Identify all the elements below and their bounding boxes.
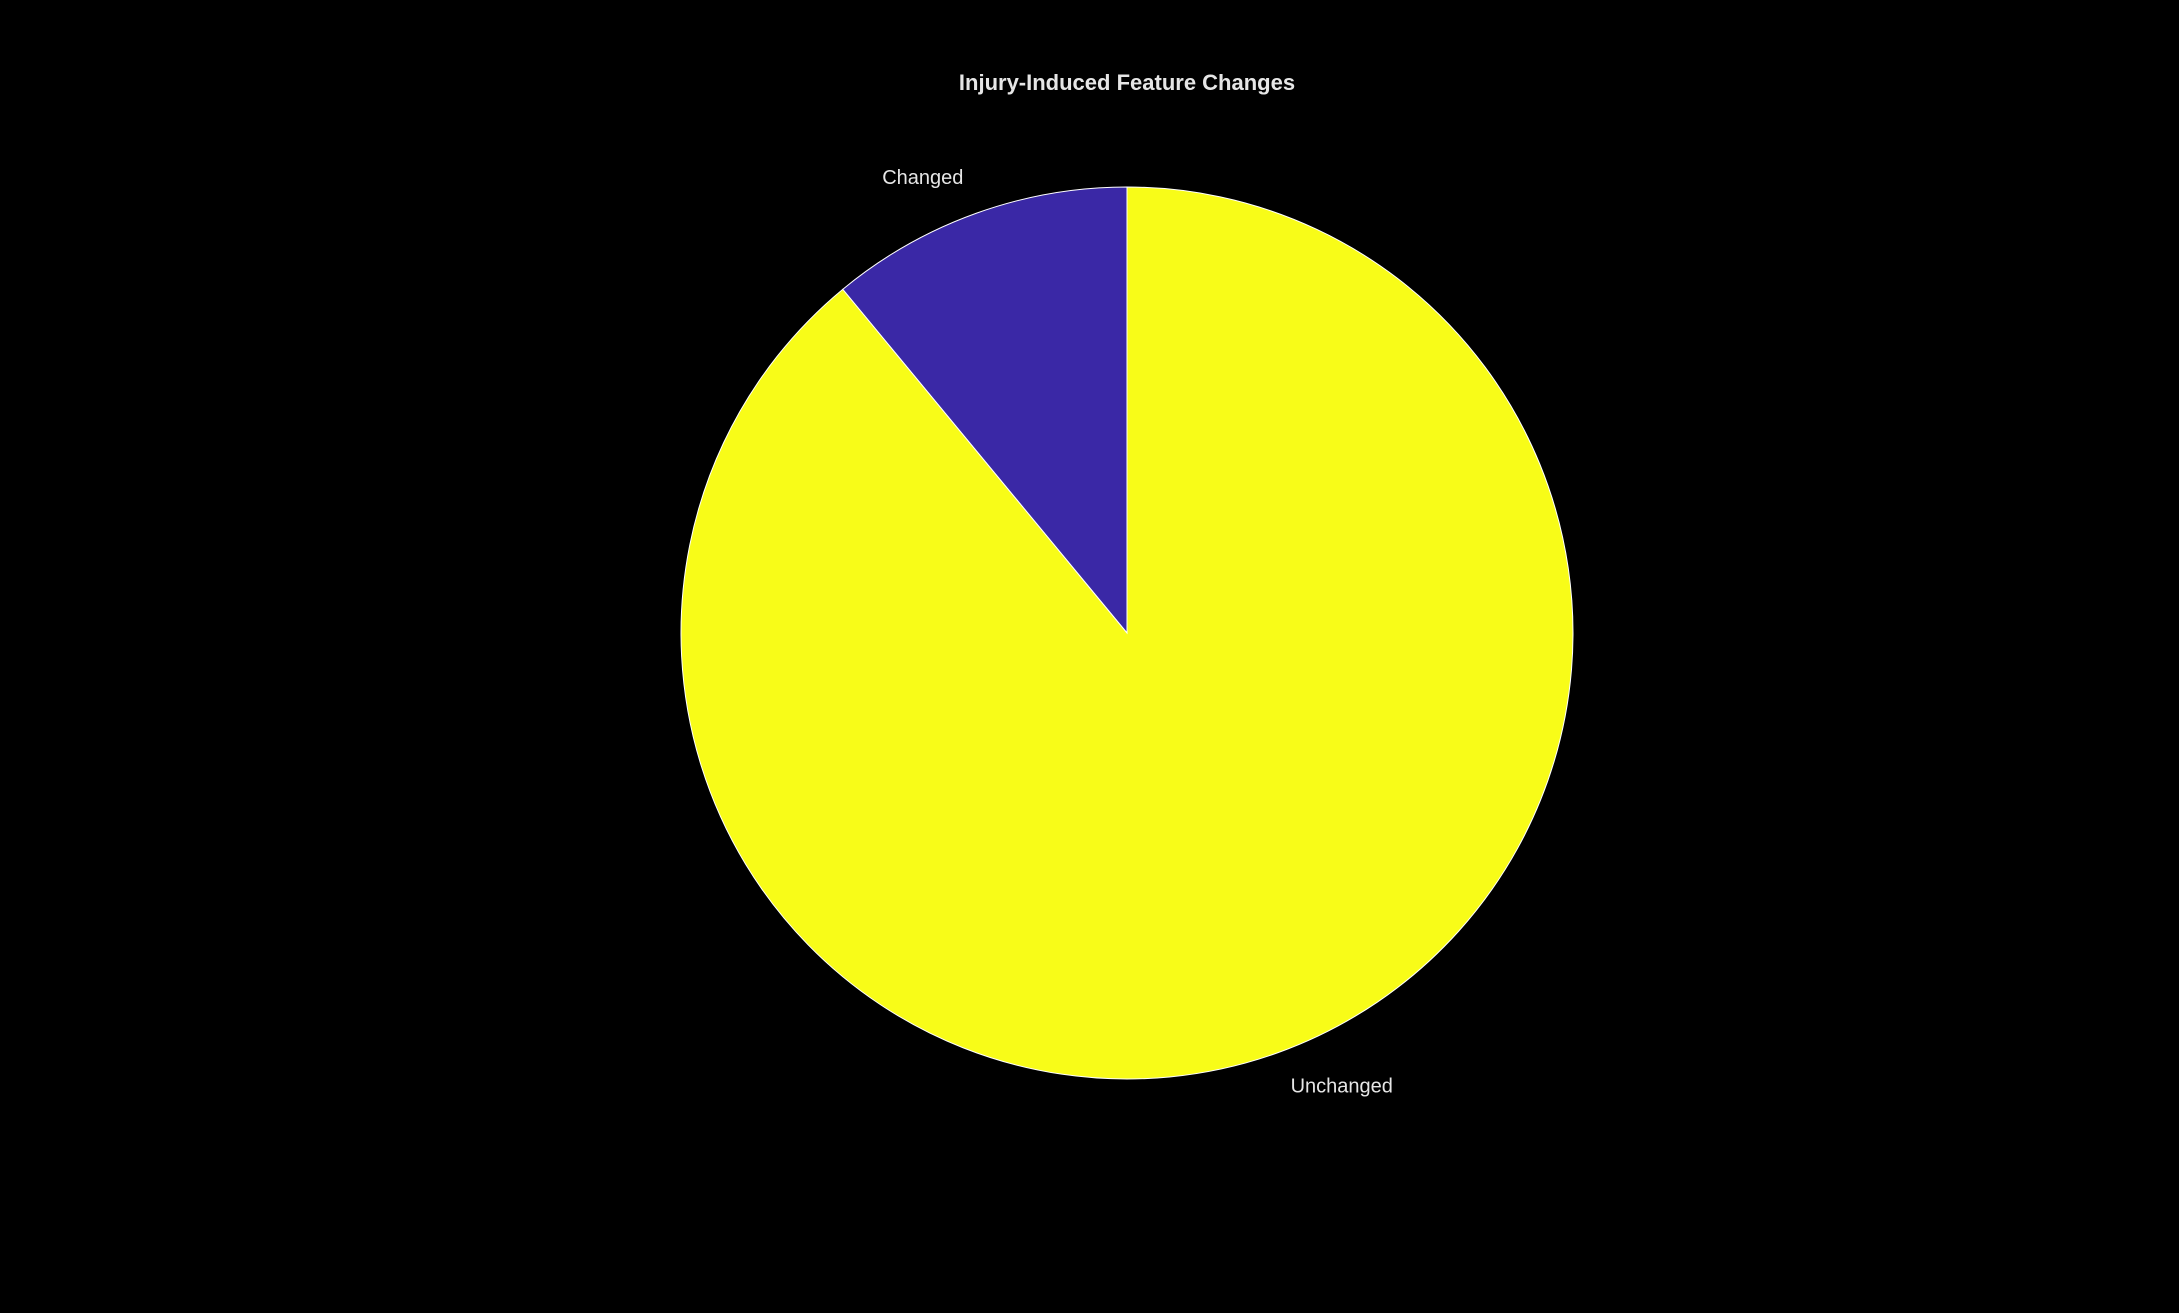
pie-label-changed: Changed	[882, 167, 963, 189]
pie-slice-unchanged	[680, 186, 1574, 1080]
pie-labels: Changed Unchanged	[882, 167, 1393, 1098]
pie-slice-changed	[842, 186, 1128, 635]
chart-title: Injury-Induced Feature Changes	[959, 70, 1295, 95]
pie-slices	[680, 186, 1574, 1080]
pie-label-unchanged: Unchanged	[1291, 1076, 1393, 1098]
